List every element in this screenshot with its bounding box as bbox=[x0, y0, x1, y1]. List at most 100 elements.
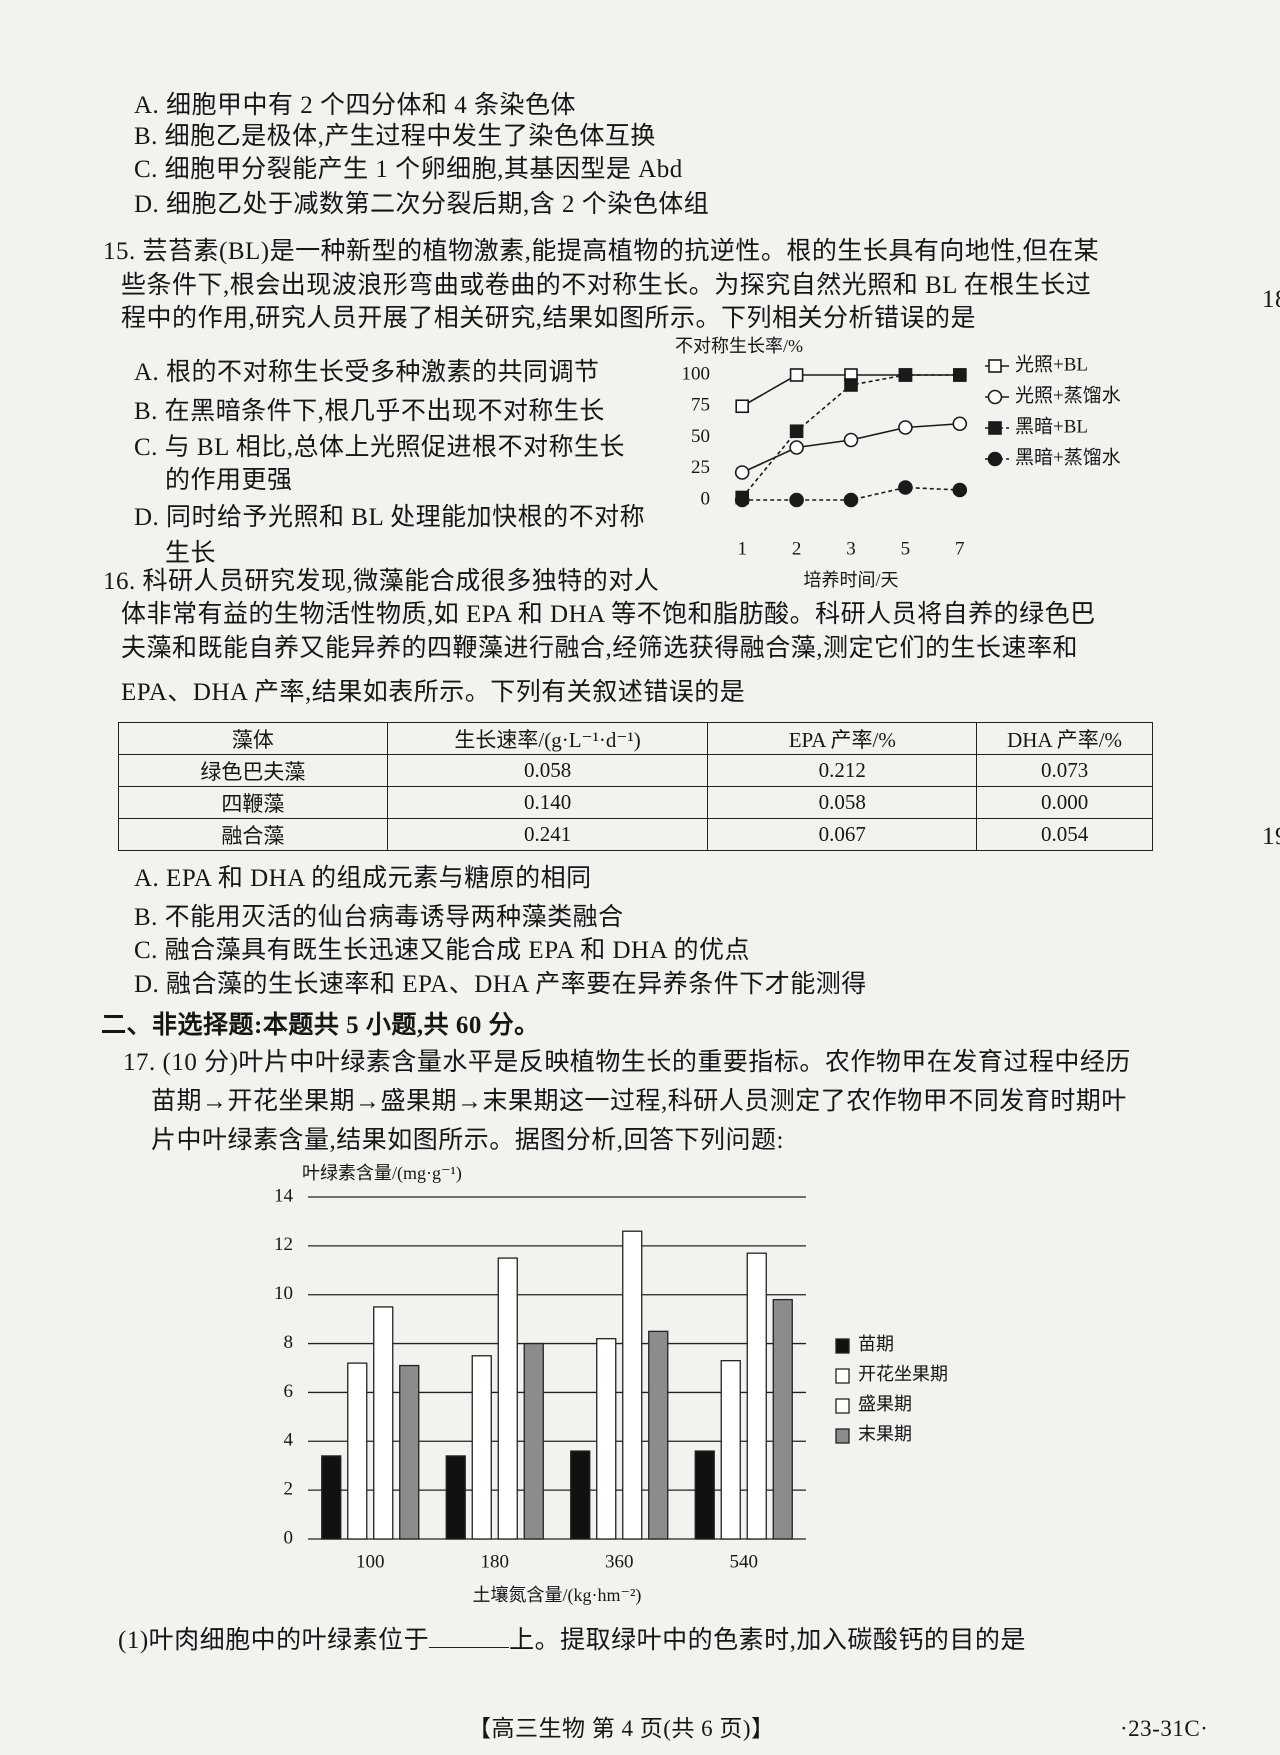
cell: 0.058 bbox=[707, 786, 978, 819]
option: C. 融合藻具有既生长迅速又能合成 EPA 和 DHA 的优点 bbox=[134, 937, 751, 964]
legend-label: 黑暗+BL bbox=[1015, 415, 1088, 437]
question-stem: 17. (10 分)叶片中叶绿素含量水平是反映植物生长的重要指标。农作物甲在发育… bbox=[123, 1049, 1131, 1076]
data-point bbox=[898, 420, 913, 435]
data-point bbox=[952, 416, 968, 432]
legend-label: 光照+蒸馏水 bbox=[1015, 384, 1121, 406]
question-stem: 苗期→开花坐果期→盛果期→末果期这一过程,科研人员测定了农作物甲不同发育时期叶 bbox=[151, 1088, 1127, 1115]
legend-swatch bbox=[835, 1368, 850, 1384]
data-point bbox=[789, 492, 804, 508]
cell: 0.241 bbox=[386, 818, 709, 851]
answer-blank bbox=[429, 1627, 510, 1648]
margin-number: 18 bbox=[1262, 286, 1280, 313]
legend-marker bbox=[987, 451, 1003, 467]
y-tick-label: 25 bbox=[691, 457, 710, 478]
data-point bbox=[843, 492, 859, 508]
sub-question-text: (1)叶肉细胞中的叶绿素位于 bbox=[118, 1627, 430, 1654]
series-line bbox=[741, 422, 960, 474]
x-tick-label: 100 bbox=[356, 1551, 385, 1572]
y-tick-label: 14 bbox=[274, 1185, 294, 1206]
cell: 0.058 bbox=[386, 754, 709, 787]
margin-number: 19 bbox=[1262, 823, 1280, 850]
cell: 0.054 bbox=[976, 818, 1153, 851]
table-header: 藻体 生长速率/(g·L⁻¹·d⁻¹) EPA 产率/% DHA 产率/% bbox=[118, 722, 1153, 755]
data-point bbox=[734, 492, 750, 508]
bar bbox=[648, 1330, 669, 1540]
x-axis-title: 培养时间/天 bbox=[803, 570, 898, 590]
legend-marker bbox=[988, 421, 1002, 435]
data-point bbox=[789, 368, 804, 382]
question-stem: 16. 科研人员研究发现,微藻能合成很多独特的对人 bbox=[103, 568, 660, 595]
cell: 绿色巴夫藻 bbox=[118, 754, 388, 787]
bar bbox=[596, 1338, 617, 1540]
x-tick-label: 3 bbox=[846, 538, 856, 559]
bar bbox=[347, 1362, 368, 1540]
x-tick-label: 7 bbox=[955, 538, 965, 559]
section-heading: 二、非选择题:本题共 5 小题,共 60 分。 bbox=[101, 1012, 540, 1039]
legend-swatch bbox=[835, 1398, 850, 1414]
data-point bbox=[952, 368, 967, 382]
bar bbox=[746, 1252, 767, 1540]
sub-question: (1)叶肉细胞中的叶绿素位于 上。提取绿叶中的色素时,加入碳酸钙的目的是 bbox=[118, 1627, 1026, 1654]
question-stem: 程中的作用,研究人员开展了相关研究,结果如图所示。下列相关分析错误的是 bbox=[121, 305, 977, 332]
y-axis-title: 叶绿素含量/(mg·g⁻¹) bbox=[302, 1163, 462, 1184]
option: A. 细胞甲中有 2 个四分体和 4 条染色体 bbox=[134, 92, 577, 119]
cell: 0.212 bbox=[707, 754, 978, 787]
bar bbox=[622, 1230, 643, 1540]
option: C. 细胞甲分裂能产生 1 个卵细胞,其基因型是 Abd bbox=[134, 156, 683, 183]
question-stem: 片中叶绿素含量,结果如图所示。据图分析,回答下列问题: bbox=[151, 1127, 784, 1154]
footer-code: ·23-31C· bbox=[1120, 1716, 1209, 1741]
option: A. 根的不对称生长受多种激素的共同调节 bbox=[134, 359, 600, 386]
option: D. 融合藻的生长速率和 EPA、DHA 产率要在异养条件下才能测得 bbox=[134, 971, 867, 998]
y-tick-label: 6 bbox=[284, 1381, 294, 1402]
option: C. 与 BL 相比,总体上光照促进根不对称生长 bbox=[134, 434, 625, 461]
bar bbox=[570, 1450, 591, 1540]
bar bbox=[373, 1306, 394, 1540]
cell: 0.140 bbox=[386, 786, 709, 819]
y-tick-label: 8 bbox=[284, 1332, 294, 1353]
option: D. 同时给予光照和 BL 处理能加快根的不对称 bbox=[134, 504, 646, 531]
legend-label: 开花坐果期 bbox=[858, 1364, 948, 1384]
bar bbox=[523, 1342, 544, 1540]
option: B. 细胞乙是极体,产生过程中发生了染色体互换 bbox=[134, 123, 656, 150]
y-tick-label: 75 bbox=[691, 395, 710, 416]
bar bbox=[497, 1257, 518, 1540]
header-cell: 藻体 bbox=[118, 722, 388, 755]
header-cell: EPA 产率/% bbox=[707, 722, 978, 755]
y-tick-label: 2 bbox=[284, 1479, 294, 1500]
legend-marker bbox=[988, 359, 1002, 373]
data-point bbox=[898, 368, 913, 382]
cell: 0.067 bbox=[707, 818, 978, 851]
data-point bbox=[789, 440, 804, 455]
y-tick-label: 0 bbox=[284, 1527, 294, 1548]
option: B. 在黑暗条件下,根几乎不出现不对称生长 bbox=[134, 398, 605, 425]
bar bbox=[772, 1298, 793, 1540]
option: 生长 bbox=[165, 540, 217, 567]
legend-label: 末果期 bbox=[858, 1424, 912, 1444]
legend-marker bbox=[987, 389, 1003, 405]
legend-label: 黑暗+蒸馏水 bbox=[1015, 446, 1121, 468]
x-tick-label: 5 bbox=[901, 538, 911, 559]
legend-label: 苗期 bbox=[858, 1334, 894, 1354]
x-tick-label: 1 bbox=[737, 538, 747, 559]
bar bbox=[694, 1450, 715, 1540]
legend-swatch bbox=[835, 1428, 850, 1444]
header-cell: 生长速率/(g·L⁻¹·d⁻¹) bbox=[386, 722, 709, 755]
data-point bbox=[898, 480, 913, 495]
y-tick-label: 4 bbox=[284, 1430, 294, 1451]
bar bbox=[471, 1355, 492, 1540]
y-tick-label: 12 bbox=[274, 1234, 293, 1255]
legend-swatch bbox=[835, 1338, 850, 1354]
data-point bbox=[735, 399, 750, 414]
question-stem: 些条件下,根会出现波浪形弯曲或卷曲的不对称生长。为探究自然光照和 BL 在根生长… bbox=[121, 272, 1092, 299]
question-stem: 体非常有益的生物活性物质,如 EPA 和 DHA 等不饱和脂肪酸。科研人员将自养… bbox=[121, 601, 1096, 628]
x-tick-label: 360 bbox=[605, 1551, 634, 1572]
data-point bbox=[843, 432, 859, 448]
data-point bbox=[789, 424, 804, 439]
bar bbox=[321, 1455, 342, 1540]
question-stem: 夫藻和既能自养又能异养的四鞭藻进行融合,经筛选获得融合藻,测定它们的生长速率和 bbox=[121, 635, 1079, 662]
y-axis-title: 不对称生长率/% bbox=[675, 336, 803, 356]
table-row: 融合藻 0.241 0.067 0.054 bbox=[118, 818, 1153, 851]
cell: 四鞭藻 bbox=[118, 786, 388, 819]
question-stem: EPA、DHA 产率,结果如表所示。下列有关叙述错误的是 bbox=[121, 679, 746, 706]
